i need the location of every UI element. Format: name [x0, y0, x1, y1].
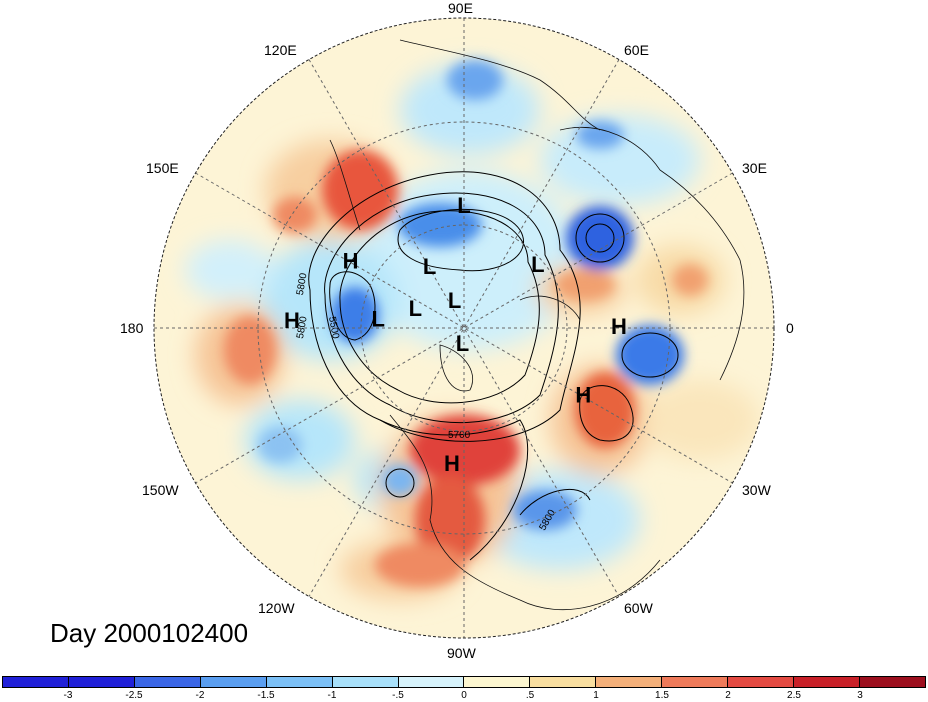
anomaly-field: 5800 5800 5500 5700 5800 — [154, 18, 774, 638]
coastlines — [329, 39, 745, 610]
colorbar-segment — [794, 677, 860, 687]
high-pressure-center: H — [284, 308, 300, 333]
colorbar-segment — [332, 677, 399, 687]
high-pressure-center: H — [575, 383, 591, 408]
colorbar-tick-label: -1 — [327, 690, 337, 701]
label-0: 0 — [786, 320, 794, 336]
colorbar-segment — [596, 677, 663, 687]
label-90w: 90W — [447, 645, 476, 661]
low-pressure-center: L — [423, 254, 436, 279]
lat-lon-grid — [154, 18, 774, 638]
colorbar-tick-label: -2.5 — [125, 690, 143, 701]
colorbar-segment — [859, 677, 925, 687]
label-150w: 150W — [142, 482, 179, 498]
colorbar-segment — [266, 677, 333, 687]
colorbar-tick-label: 3 — [857, 690, 863, 701]
colorbar-segment — [200, 677, 267, 687]
height-contours — [308, 171, 679, 561]
colorbar-segment — [728, 677, 795, 687]
low-pressure-center: L — [409, 296, 422, 321]
contour-label-5700: 5700 — [448, 430, 471, 441]
colorbar-tick-label: 2 — [725, 690, 731, 701]
colorbar-segment — [662, 677, 729, 687]
low-pressure-center: L — [531, 252, 544, 277]
low-pressure-center: L — [457, 193, 470, 218]
colorbar-segment — [3, 677, 69, 687]
low-pressure-center: L — [456, 331, 469, 356]
colorbar-tick-label: 1.5 — [655, 690, 669, 701]
colorbar-tick-label: 1 — [593, 690, 599, 701]
colorbar-tick-label: 0 — [461, 690, 467, 701]
label-30w: 30W — [742, 482, 771, 498]
low-pressure-center: L — [448, 288, 461, 313]
label-60e: 60E — [624, 42, 649, 58]
label-150e: 150E — [146, 160, 179, 176]
contour-label-5800-b: 5800 — [295, 315, 310, 339]
colorbar-tick-label: -2 — [195, 690, 205, 701]
colorbar-segment — [530, 677, 597, 687]
colorbar-tick-label: .5 — [525, 690, 535, 701]
colorbar-segment — [464, 677, 531, 687]
colorbar — [2, 676, 926, 688]
colorbar-segment — [134, 677, 201, 687]
contour-label-5500: 5500 — [326, 316, 341, 340]
label-120w: 120W — [258, 600, 295, 616]
colorbar-tick-label: -3 — [63, 690, 73, 701]
label-180: 180 — [120, 320, 144, 336]
high-pressure-center: H — [611, 314, 627, 339]
colorbar-tick-label: 2.5 — [787, 690, 801, 701]
label-90e: 90E — [448, 0, 473, 16]
contour-label-5800-a: 5800 — [295, 272, 310, 296]
label-30e: 30E — [742, 160, 767, 176]
low-pressure-center: L — [371, 306, 384, 331]
colorbar-tick-label: -.5 — [392, 690, 404, 701]
map-boundary — [153, 17, 775, 639]
colorbar-segment — [398, 677, 465, 687]
high-pressure-center: H — [343, 248, 359, 273]
label-120e: 120E — [264, 42, 297, 58]
day-title: Day 2000102400 — [50, 618, 249, 648]
colorbar-segment — [68, 677, 135, 687]
high-pressure-center: H — [444, 451, 460, 476]
label-60w: 60W — [624, 600, 653, 616]
colorbar-tick-label: -1.5 — [257, 690, 275, 701]
